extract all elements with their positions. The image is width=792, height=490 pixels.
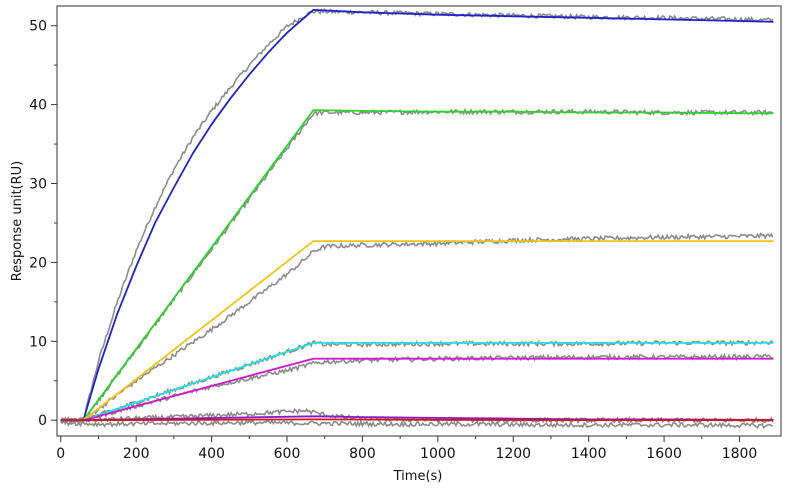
x-tick-label: 800 bbox=[349, 446, 376, 462]
y-tick-label: 0 bbox=[38, 413, 47, 429]
fit-curve-3 bbox=[60, 240, 774, 422]
measured-trace-7 bbox=[60, 419, 773, 429]
x-tick-label: 0 bbox=[56, 446, 65, 462]
y-tick-label: 10 bbox=[29, 334, 47, 350]
fit-curve-5 bbox=[60, 357, 774, 422]
y-tick-label: 20 bbox=[29, 255, 47, 271]
fit-curve-1 bbox=[60, 8, 774, 422]
y-tick-label: 50 bbox=[29, 19, 47, 35]
x-tick-label: 600 bbox=[274, 446, 301, 462]
x-axis-title: Time(s) bbox=[393, 469, 443, 484]
fit-curves bbox=[60, 8, 774, 422]
x-tick-label: 1600 bbox=[646, 446, 682, 462]
x-tick-label: 1000 bbox=[420, 446, 456, 462]
y-tick-label: 40 bbox=[29, 98, 47, 114]
fit-curve-2 bbox=[60, 109, 774, 422]
y-tick-label: 30 bbox=[29, 177, 47, 193]
y-axis: 0 10 20 30 40 50 bbox=[29, 19, 57, 429]
x-tick-label: 1400 bbox=[571, 446, 607, 462]
measured-trace-2 bbox=[60, 107, 774, 424]
plot-area-frame bbox=[56, 5, 782, 437]
x-axis: 0 200 400 600 800 1000 1200 1400 1600 1800 bbox=[56, 436, 757, 462]
x-tick-label: 1800 bbox=[722, 446, 758, 462]
fit-curve-4 bbox=[60, 341, 774, 422]
x-tick-label: 400 bbox=[198, 446, 225, 462]
fit-curve-7 bbox=[60, 418, 774, 422]
measured-trace-4 bbox=[60, 339, 774, 424]
measured-traces bbox=[60, 7, 774, 429]
y-axis-title: Response unit(RU) bbox=[10, 161, 25, 281]
x-tick-label: 1200 bbox=[495, 446, 531, 462]
measured-trace-3 bbox=[60, 232, 774, 424]
measured-trace-5 bbox=[60, 352, 773, 424]
x-tick-label: 200 bbox=[123, 446, 150, 462]
